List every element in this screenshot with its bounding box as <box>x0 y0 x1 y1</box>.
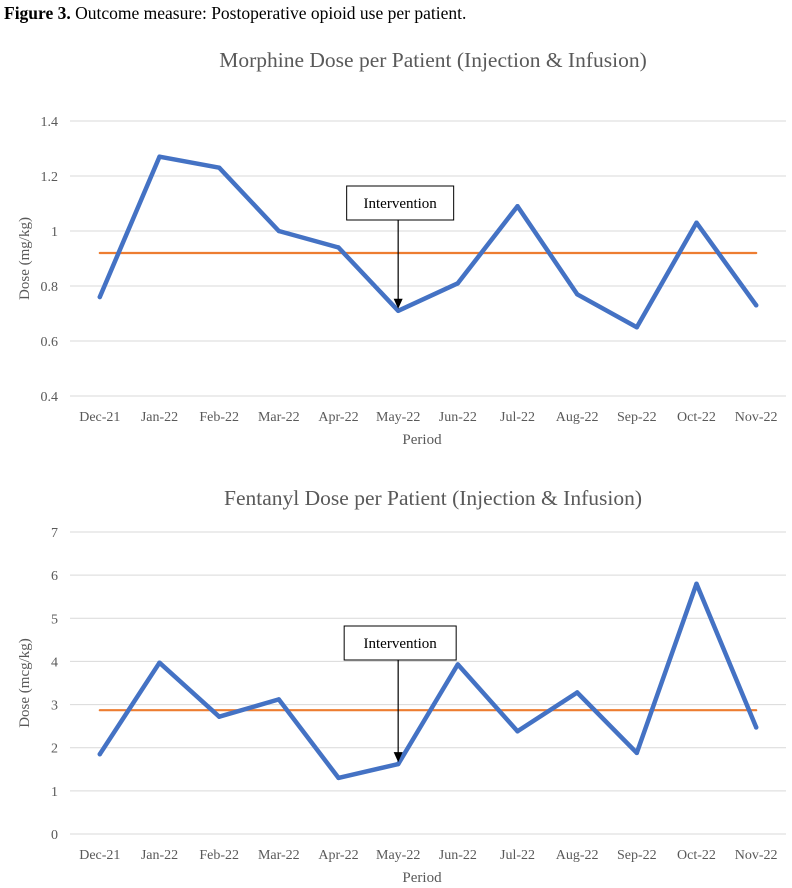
x-tick-label: Aug-22 <box>556 410 599 425</box>
annotation-box <box>346 185 455 221</box>
y-tick-label: 0.4 <box>41 390 59 405</box>
data-point <box>97 751 103 757</box>
x-tick-label: Nov-22 <box>735 848 778 863</box>
y-tick-label: 4 <box>51 655 58 670</box>
data-point <box>157 154 162 159</box>
x-tick-label: Apr-22 <box>318 410 358 425</box>
data-point <box>753 725 759 730</box>
chart-title: Morphine Dose per Patient (Injection & I… <box>219 48 647 72</box>
x-tick-label: Sep-22 <box>617 848 657 863</box>
x-tick-label: Dec-21 <box>79 410 120 425</box>
annotation-label: Intervention <box>364 196 438 212</box>
x-tick-label: Sep-22 <box>617 410 657 425</box>
annotation-arrowhead <box>393 298 403 309</box>
data-point <box>634 325 640 330</box>
data-point <box>216 165 222 170</box>
data-point <box>395 308 401 313</box>
data-point <box>336 775 341 781</box>
y-tick-label: 0.8 <box>41 280 59 295</box>
data-point <box>97 294 103 300</box>
y-tick-label: 6 <box>51 569 58 584</box>
figure-caption: Figure 3. Outcome measure: Postoperative… <box>4 3 466 24</box>
figure-label: Figure 3. <box>4 3 71 23</box>
data-point <box>455 281 461 286</box>
x-tick-label: Feb-22 <box>199 848 239 863</box>
y-tick-label: 7 <box>51 526 58 541</box>
chart-title: Fentanyl Dose per Patient (Injection & I… <box>224 486 642 510</box>
series-line-dose <box>97 581 759 781</box>
data-point <box>694 581 699 586</box>
data-point <box>634 750 640 756</box>
y-tick-label: 0 <box>51 828 58 843</box>
x-tick-label: Mar-22 <box>258 848 300 863</box>
y-tick-label: 0.6 <box>41 335 59 350</box>
x-tick-label: Dec-21 <box>79 848 120 863</box>
series-line-dose <box>97 154 759 330</box>
annotation-label: Intervention <box>364 636 438 652</box>
x-tick-label: Jun-22 <box>439 410 477 425</box>
data-point <box>694 220 699 225</box>
data-point <box>574 292 580 297</box>
x-tick-label: Oct-22 <box>677 848 716 863</box>
x-tick-label: Nov-22 <box>735 410 778 425</box>
data-point <box>276 697 282 702</box>
data-point <box>455 662 461 667</box>
x-tick-label: Apr-22 <box>318 848 358 863</box>
y-tick-label: 1.2 <box>41 170 59 185</box>
data-point <box>395 761 401 767</box>
x-tick-label: Oct-22 <box>677 410 716 425</box>
data-point <box>753 303 759 308</box>
y-axis-label: Dose (mg/kg) <box>17 217 33 300</box>
x-tick-label: Jul-22 <box>500 848 535 863</box>
figure-caption-text: Outcome measure: Postoperative opioid us… <box>70 3 467 23</box>
data-point <box>157 660 162 665</box>
x-tick-label: Jan-22 <box>141 410 178 425</box>
y-tick-label: 1 <box>51 225 58 240</box>
x-tick-label: May-22 <box>376 410 420 425</box>
y-tick-label: 5 <box>51 612 58 627</box>
data-point <box>276 228 282 234</box>
x-tick-label: Aug-22 <box>556 848 599 863</box>
data-point <box>574 690 580 695</box>
x-tick-label: Feb-22 <box>199 410 239 425</box>
x-tick-label: Jun-22 <box>439 848 477 863</box>
annotation-box <box>343 625 457 661</box>
y-tick-label: 3 <box>51 699 58 714</box>
data-point <box>336 245 341 250</box>
x-tick-label: Mar-22 <box>258 410 300 425</box>
x-tick-label: May-22 <box>376 848 420 863</box>
data-point <box>216 714 222 719</box>
x-axis-label: Period <box>402 432 442 448</box>
data-point <box>515 204 520 209</box>
y-tick-label: 1.4 <box>41 115 59 130</box>
y-tick-label: 1 <box>51 785 58 800</box>
data-point <box>515 729 520 734</box>
y-tick-label: 2 <box>51 742 58 757</box>
x-axis-label: Period <box>402 870 442 886</box>
x-tick-label: Jul-22 <box>500 410 535 425</box>
x-tick-label: Jan-22 <box>141 848 178 863</box>
annotation-arrowhead <box>393 752 403 763</box>
y-axis-label: Dose (mcg/kg) <box>17 638 33 728</box>
